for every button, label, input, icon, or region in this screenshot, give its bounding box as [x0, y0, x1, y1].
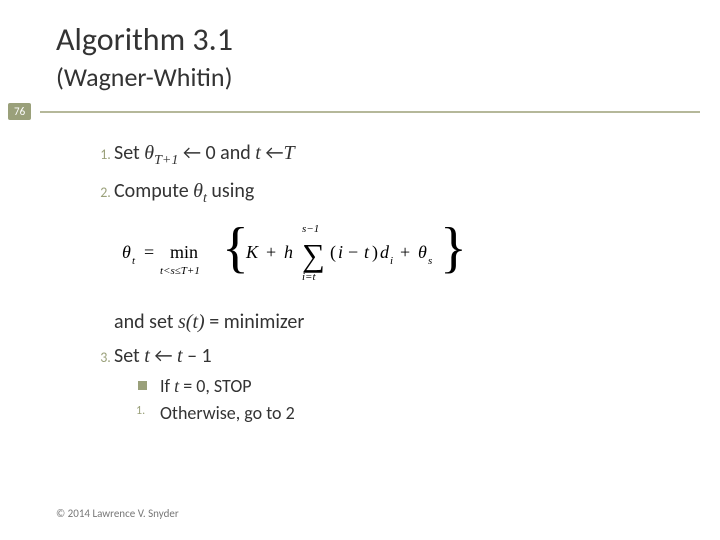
svg-text:min: min [170, 242, 198, 262]
step-3-sublist: If t = 0, STOP Otherwise, go to 2 [114, 374, 680, 426]
svg-text:s: s [428, 255, 432, 267]
rule-wrap: 76 [0, 103, 720, 121]
step-2-intermediate: and set [114, 310, 178, 334]
svg-text:h: h [284, 242, 293, 262]
svg-text:}: } [440, 218, 462, 279]
slide-title: Algorithm 3.1 [56, 20, 680, 59]
substep-b: Otherwise, go to 2 [138, 401, 680, 426]
step-2-text-a: Compute [114, 179, 193, 203]
svg-text:t: t [364, 242, 370, 262]
horizontal-rule [40, 111, 700, 113]
formula-svg: θ t = min t<s≤T+1 { K + h ∑ [122, 218, 462, 286]
substep-a-text2: = 0, STOP [179, 375, 251, 397]
step-1-text-b: ← 0 and [178, 141, 255, 165]
page-number-badge: 76 [8, 103, 31, 120]
theta-symbol-2: θ [193, 180, 203, 202]
svg-text:+: + [400, 242, 410, 262]
substep-b-text: Otherwise, go to 2 [160, 402, 295, 424]
svg-text:d: d [380, 242, 390, 262]
step-1-text-a: Set [114, 141, 144, 165]
svg-text:K: K [245, 242, 259, 262]
svg-text:): ) [372, 242, 378, 263]
svg-text:s−1: s−1 [302, 223, 319, 235]
svg-text:θ: θ [418, 242, 427, 262]
svg-text:t<s≤T+1: t<s≤T+1 [160, 265, 200, 277]
step-list: Set θT+1 ← 0 and t ←T Compute θt using θ… [90, 139, 680, 427]
substep-a-text: If [160, 375, 174, 397]
svg-text:i: i [390, 255, 393, 267]
sub-Tplus1: T+1 [154, 153, 178, 168]
step-3: Set t ← t – 1 If t = 0, STOP Otherwise, … [114, 342, 680, 426]
formula-block: θ t = min t<s≤T+1 { K + h ∑ [122, 218, 680, 294]
svg-text:(: ( [330, 242, 336, 263]
svg-text:∑: ∑ [302, 237, 325, 273]
svg-text:t: t [132, 255, 136, 267]
step-2-intermediate-b: = minimizer [205, 310, 305, 334]
var-st: s(t) [178, 311, 205, 333]
step-1: Set θT+1 ← 0 and t ←T [114, 139, 680, 171]
substep-a: If t = 0, STOP [138, 374, 680, 399]
svg-text:−: − [348, 242, 358, 262]
footer-copyright: © 2014 Lawrence V. Snyder [56, 507, 179, 520]
slide: Algorithm 3.1 (Wagner-Whitin) 76 Set θT+… [0, 0, 720, 540]
svg-text:=: = [144, 242, 154, 262]
step-2: Compute θt using θ t = min t<s≤T+1 { K [114, 177, 680, 337]
content: Set θT+1 ← 0 and t ←T Compute θt using θ… [90, 139, 680, 427]
step-3-text-a: Set [114, 344, 144, 368]
var-T: T [283, 142, 294, 164]
step-1-text-c: ← [261, 141, 284, 165]
step-2-text-b: using [207, 179, 254, 203]
svg-text:θ: θ [122, 242, 131, 262]
slide-subtitle: (Wagner-Whitin) [56, 61, 680, 93]
svg-text:i: i [338, 242, 343, 262]
step-3-text-c: – 1 [183, 344, 212, 368]
step-3-text-b: ← [150, 344, 177, 368]
theta-symbol: θ [144, 142, 154, 164]
svg-text:{: { [222, 218, 249, 279]
svg-text:i=t: i=t [302, 271, 316, 283]
svg-text:+: + [266, 242, 276, 262]
